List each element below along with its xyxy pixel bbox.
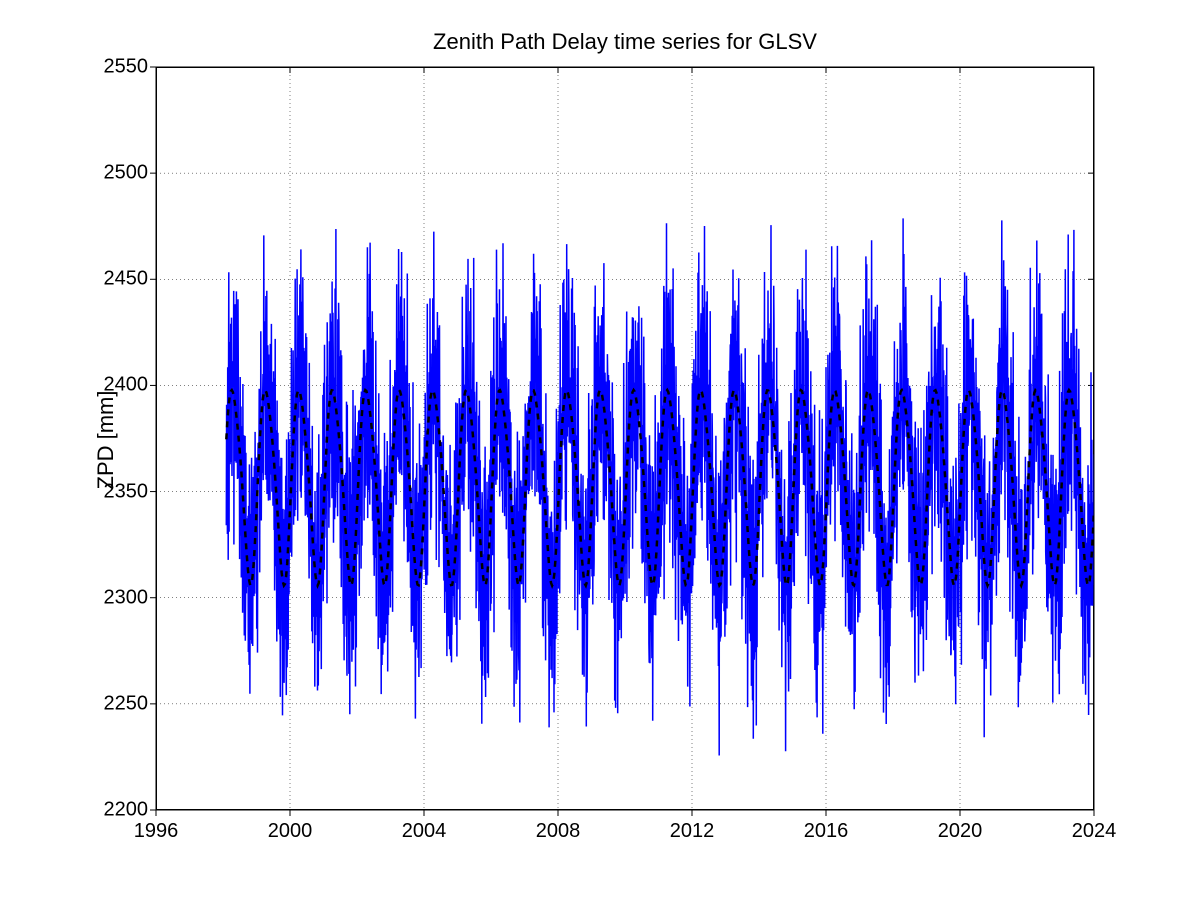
- y-tick-label: 2300: [88, 586, 148, 609]
- y-tick-label: 2500: [88, 162, 148, 185]
- y-tick-label: 2200: [88, 799, 148, 822]
- chart-svg: [0, 0, 1201, 901]
- y-tick-label: 2350: [88, 480, 148, 503]
- x-tick-label: 2004: [402, 820, 447, 843]
- chart-container: Zenith Path Delay time series for GLSV Z…: [0, 0, 1201, 901]
- series-group: [226, 218, 1094, 755]
- x-tick-label: 2008: [536, 820, 581, 843]
- y-tick-label: 2450: [88, 268, 148, 291]
- x-tick-label: 2020: [938, 820, 983, 843]
- y-tick-label: 2550: [88, 56, 148, 79]
- y-tick-label: 2250: [88, 692, 148, 715]
- x-tick-label: 1996: [134, 820, 179, 843]
- zpd-data-line: [226, 218, 1094, 755]
- x-tick-label: 2000: [268, 820, 313, 843]
- x-tick-label: 2012: [670, 820, 715, 843]
- x-tick-label: 2016: [804, 820, 849, 843]
- x-tick-label: 2024: [1072, 820, 1117, 843]
- y-tick-label: 2400: [88, 374, 148, 397]
